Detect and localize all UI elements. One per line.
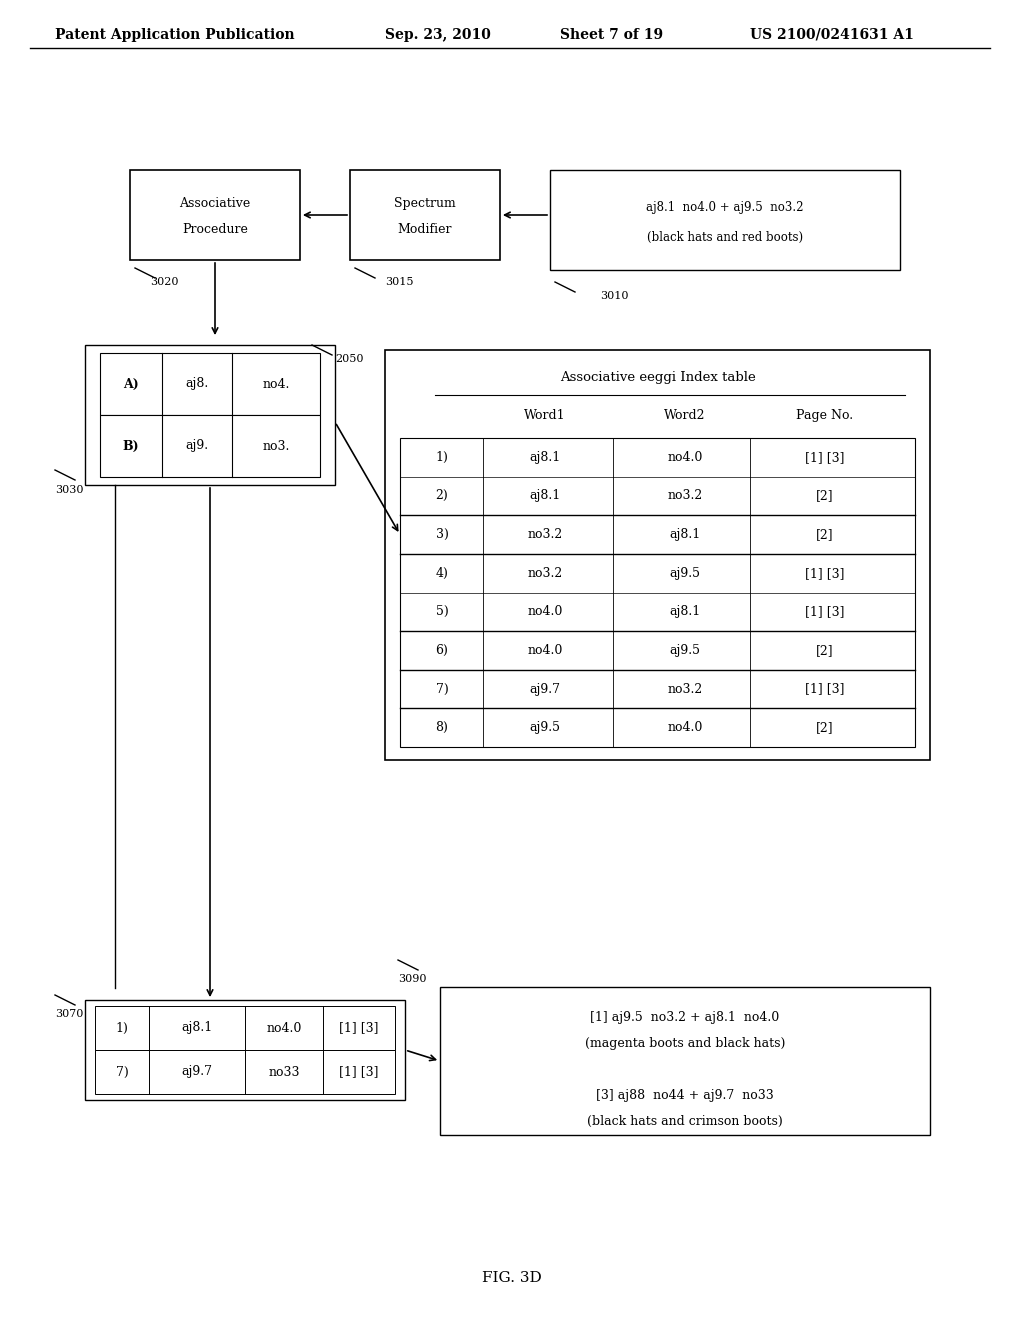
Text: 7): 7) [116, 1065, 128, 1078]
Text: Word2: Word2 [665, 408, 706, 421]
Text: 1): 1) [116, 1022, 128, 1035]
Bar [100, 352, 319, 414]
Text: Page No.: Page No. [797, 408, 854, 421]
Text: A): A) [123, 378, 138, 391]
Text: aj8.1: aj8.1 [181, 1022, 213, 1035]
Text: [2]: [2] [816, 490, 834, 503]
Text: 2050: 2050 [335, 354, 364, 364]
Text: [2]: [2] [816, 528, 834, 541]
Text: aj8.1: aj8.1 [529, 490, 560, 503]
Text: [1] aj9.5  no3.2 + aj8.1  no4.0: [1] aj9.5 no3.2 + aj8.1 no4.0 [591, 1011, 779, 1023]
Text: [2]: [2] [816, 721, 834, 734]
Text: [1] [3]: [1] [3] [339, 1022, 379, 1035]
Text: no3.2: no3.2 [668, 490, 702, 503]
Text: no4.0: no4.0 [527, 606, 562, 618]
Text: aj8.1  no4.0 + aj9.5  no3.2: aj8.1 no4.0 + aj9.5 no3.2 [646, 201, 804, 214]
Text: 3020: 3020 [150, 277, 178, 286]
Text: 8): 8) [435, 721, 449, 734]
Bar [85, 1001, 406, 1100]
Text: no4.0: no4.0 [527, 644, 562, 657]
Text: no3.: no3. [262, 440, 290, 453]
Text: aj9.7: aj9.7 [529, 682, 560, 696]
Text: (magenta boots and black hats): (magenta boots and black hats) [585, 1036, 785, 1049]
Text: Associative: Associative [179, 197, 251, 210]
Text: aj8.1: aj8.1 [529, 451, 560, 463]
Text: (black hats and red boots): (black hats and red boots) [647, 231, 803, 243]
Text: aj9.5: aj9.5 [670, 566, 700, 579]
Text: 2): 2) [435, 490, 449, 503]
Text: B): B) [123, 440, 139, 453]
Text: aj9.5: aj9.5 [529, 721, 560, 734]
Text: Patent Application Publication: Patent Application Publication [55, 28, 295, 42]
Text: 4): 4) [435, 566, 449, 579]
Text: FIG. 3D: FIG. 3D [482, 1271, 542, 1284]
Text: [1] [3]: [1] [3] [805, 566, 845, 579]
Text: 3010: 3010 [600, 290, 629, 301]
Text: [2]: [2] [816, 644, 834, 657]
Text: aj9.5: aj9.5 [670, 644, 700, 657]
Text: no3.2: no3.2 [527, 528, 562, 541]
Text: Word1: Word1 [524, 408, 566, 421]
Text: 5): 5) [435, 606, 449, 618]
Text: aj8.: aj8. [185, 378, 209, 391]
Text: [1] [3]: [1] [3] [805, 682, 845, 696]
Text: [1] [3]: [1] [3] [805, 451, 845, 463]
Text: Sep. 23, 2010: Sep. 23, 2010 [385, 28, 490, 42]
Text: Sheet 7 of 19: Sheet 7 of 19 [560, 28, 664, 42]
Text: no4.0: no4.0 [668, 721, 702, 734]
Bar [85, 345, 335, 484]
Text: [3] aj88  no44 + aj9.7  no33: [3] aj88 no44 + aj9.7 no33 [596, 1089, 774, 1101]
Bar [130, 170, 300, 260]
Text: (black hats and crimson boots): (black hats and crimson boots) [587, 1114, 783, 1127]
Bar [100, 414, 319, 477]
Text: no3.2: no3.2 [668, 682, 702, 696]
Text: Modifier: Modifier [397, 223, 453, 235]
Text: 3070: 3070 [55, 1008, 83, 1019]
Text: no4.0: no4.0 [668, 451, 702, 463]
Text: 3090: 3090 [398, 974, 427, 983]
Text: US 2100/0241631 A1: US 2100/0241631 A1 [750, 28, 913, 42]
Text: Spectrum: Spectrum [394, 197, 456, 210]
Text: 3030: 3030 [55, 484, 84, 495]
Text: Associative eeggi Index table: Associative eeggi Index table [560, 371, 756, 384]
Text: no3.2: no3.2 [527, 566, 562, 579]
Text: 7): 7) [435, 682, 449, 696]
Bar [440, 987, 930, 1135]
Text: Procedure: Procedure [182, 223, 248, 235]
Text: no4.0: no4.0 [266, 1022, 302, 1035]
Text: 3015: 3015 [385, 277, 414, 286]
Bar [95, 1049, 395, 1094]
Text: 1): 1) [435, 451, 449, 463]
Text: 6): 6) [435, 644, 449, 657]
Bar [550, 170, 900, 271]
Text: aj8.1: aj8.1 [670, 606, 700, 618]
Bar [385, 350, 930, 760]
Text: aj9.7: aj9.7 [181, 1065, 213, 1078]
Text: 3): 3) [435, 528, 449, 541]
Text: no4.: no4. [262, 378, 290, 391]
Bar [95, 1006, 395, 1049]
Text: aj9.: aj9. [185, 440, 208, 453]
Text: [1] [3]: [1] [3] [805, 606, 845, 618]
Text: [1] [3]: [1] [3] [339, 1065, 379, 1078]
Bar [400, 438, 915, 747]
Text: no33: no33 [268, 1065, 300, 1078]
Text: aj8.1: aj8.1 [670, 528, 700, 541]
Bar [350, 170, 500, 260]
